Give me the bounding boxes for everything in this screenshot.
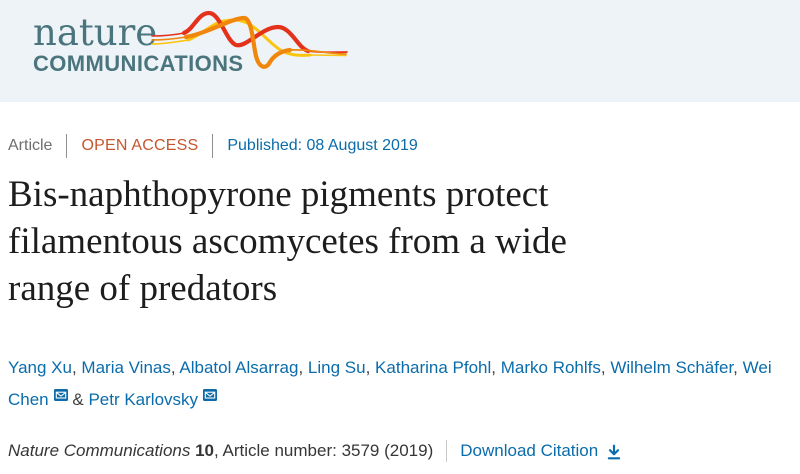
download-citation-link[interactable]: Download Citation (460, 441, 622, 461)
published-date: Published: 08 August 2019 (227, 137, 418, 154)
author-list: Yang Xu, Maria Vinas, Albatol Alsarrag, … (8, 352, 796, 415)
author-separator: & (67, 389, 89, 409)
journal-masthead: nature COMMUNICATIONS (0, 0, 800, 102)
title-line-1: Bis-naphthopyrone pigments protect (8, 174, 549, 215)
author-separator: , (491, 358, 501, 377)
brand-communications-text: COMMUNICATIONS (33, 51, 244, 76)
author-link[interactable]: Maria Vinas (81, 358, 171, 377)
email-icon[interactable] (53, 388, 68, 401)
author-link[interactable]: Wilhelm Schäfer (610, 358, 734, 377)
article-type-label: Article (8, 137, 53, 154)
author-link[interactable]: Ling Su (307, 358, 366, 377)
download-arrow-icon (607, 444, 621, 460)
author-separator: , (600, 358, 611, 377)
author-separator: , (71, 358, 82, 377)
meta-divider (212, 134, 214, 158)
nature-communications-logo[interactable]: nature COMMUNICATIONS (33, 14, 244, 76)
author-link[interactable]: Petr Karlovsky (88, 389, 199, 409)
citation-text: Nature Communications 10, Article number… (8, 441, 433, 461)
title-line-3: range of predators (8, 268, 278, 309)
email-icon[interactable] (203, 388, 218, 401)
meta-divider (66, 134, 68, 158)
journal-name: Nature Communications (8, 441, 191, 460)
author-separator: , (298, 358, 308, 377)
citation-row: Nature Communications 10, Article number… (8, 437, 622, 465)
open-access-badge: OPEN ACCESS (81, 137, 199, 154)
author-separator: , (170, 358, 180, 377)
author-link[interactable]: Albatol Alsarrag (179, 358, 299, 377)
article-meta-row: Article OPEN ACCESS Published: 08 August… (8, 133, 418, 159)
volume-number: 10 (195, 441, 215, 460)
article-number: , Article number: 3579 (2019) (214, 441, 434, 460)
logo-waves-graphic (151, 10, 348, 69)
author-link[interactable]: Marko Rohlfs (500, 358, 601, 377)
author-link[interactable]: Wei Chen (8, 358, 772, 409)
title-line-2: filamentous ascomycetes from a wide (8, 221, 567, 262)
citation-divider (446, 440, 448, 462)
author-separator: , (365, 358, 376, 377)
author-separator: , (733, 358, 743, 377)
article-title: Bis-naphthopyrone pigments protect filam… (8, 171, 567, 312)
brand-nature-text: nature (33, 11, 158, 54)
author-link[interactable]: Katharina Pfohl (375, 358, 492, 377)
download-citation-label: Download Citation (460, 441, 599, 460)
author-link[interactable]: Yang Xu (8, 358, 72, 377)
